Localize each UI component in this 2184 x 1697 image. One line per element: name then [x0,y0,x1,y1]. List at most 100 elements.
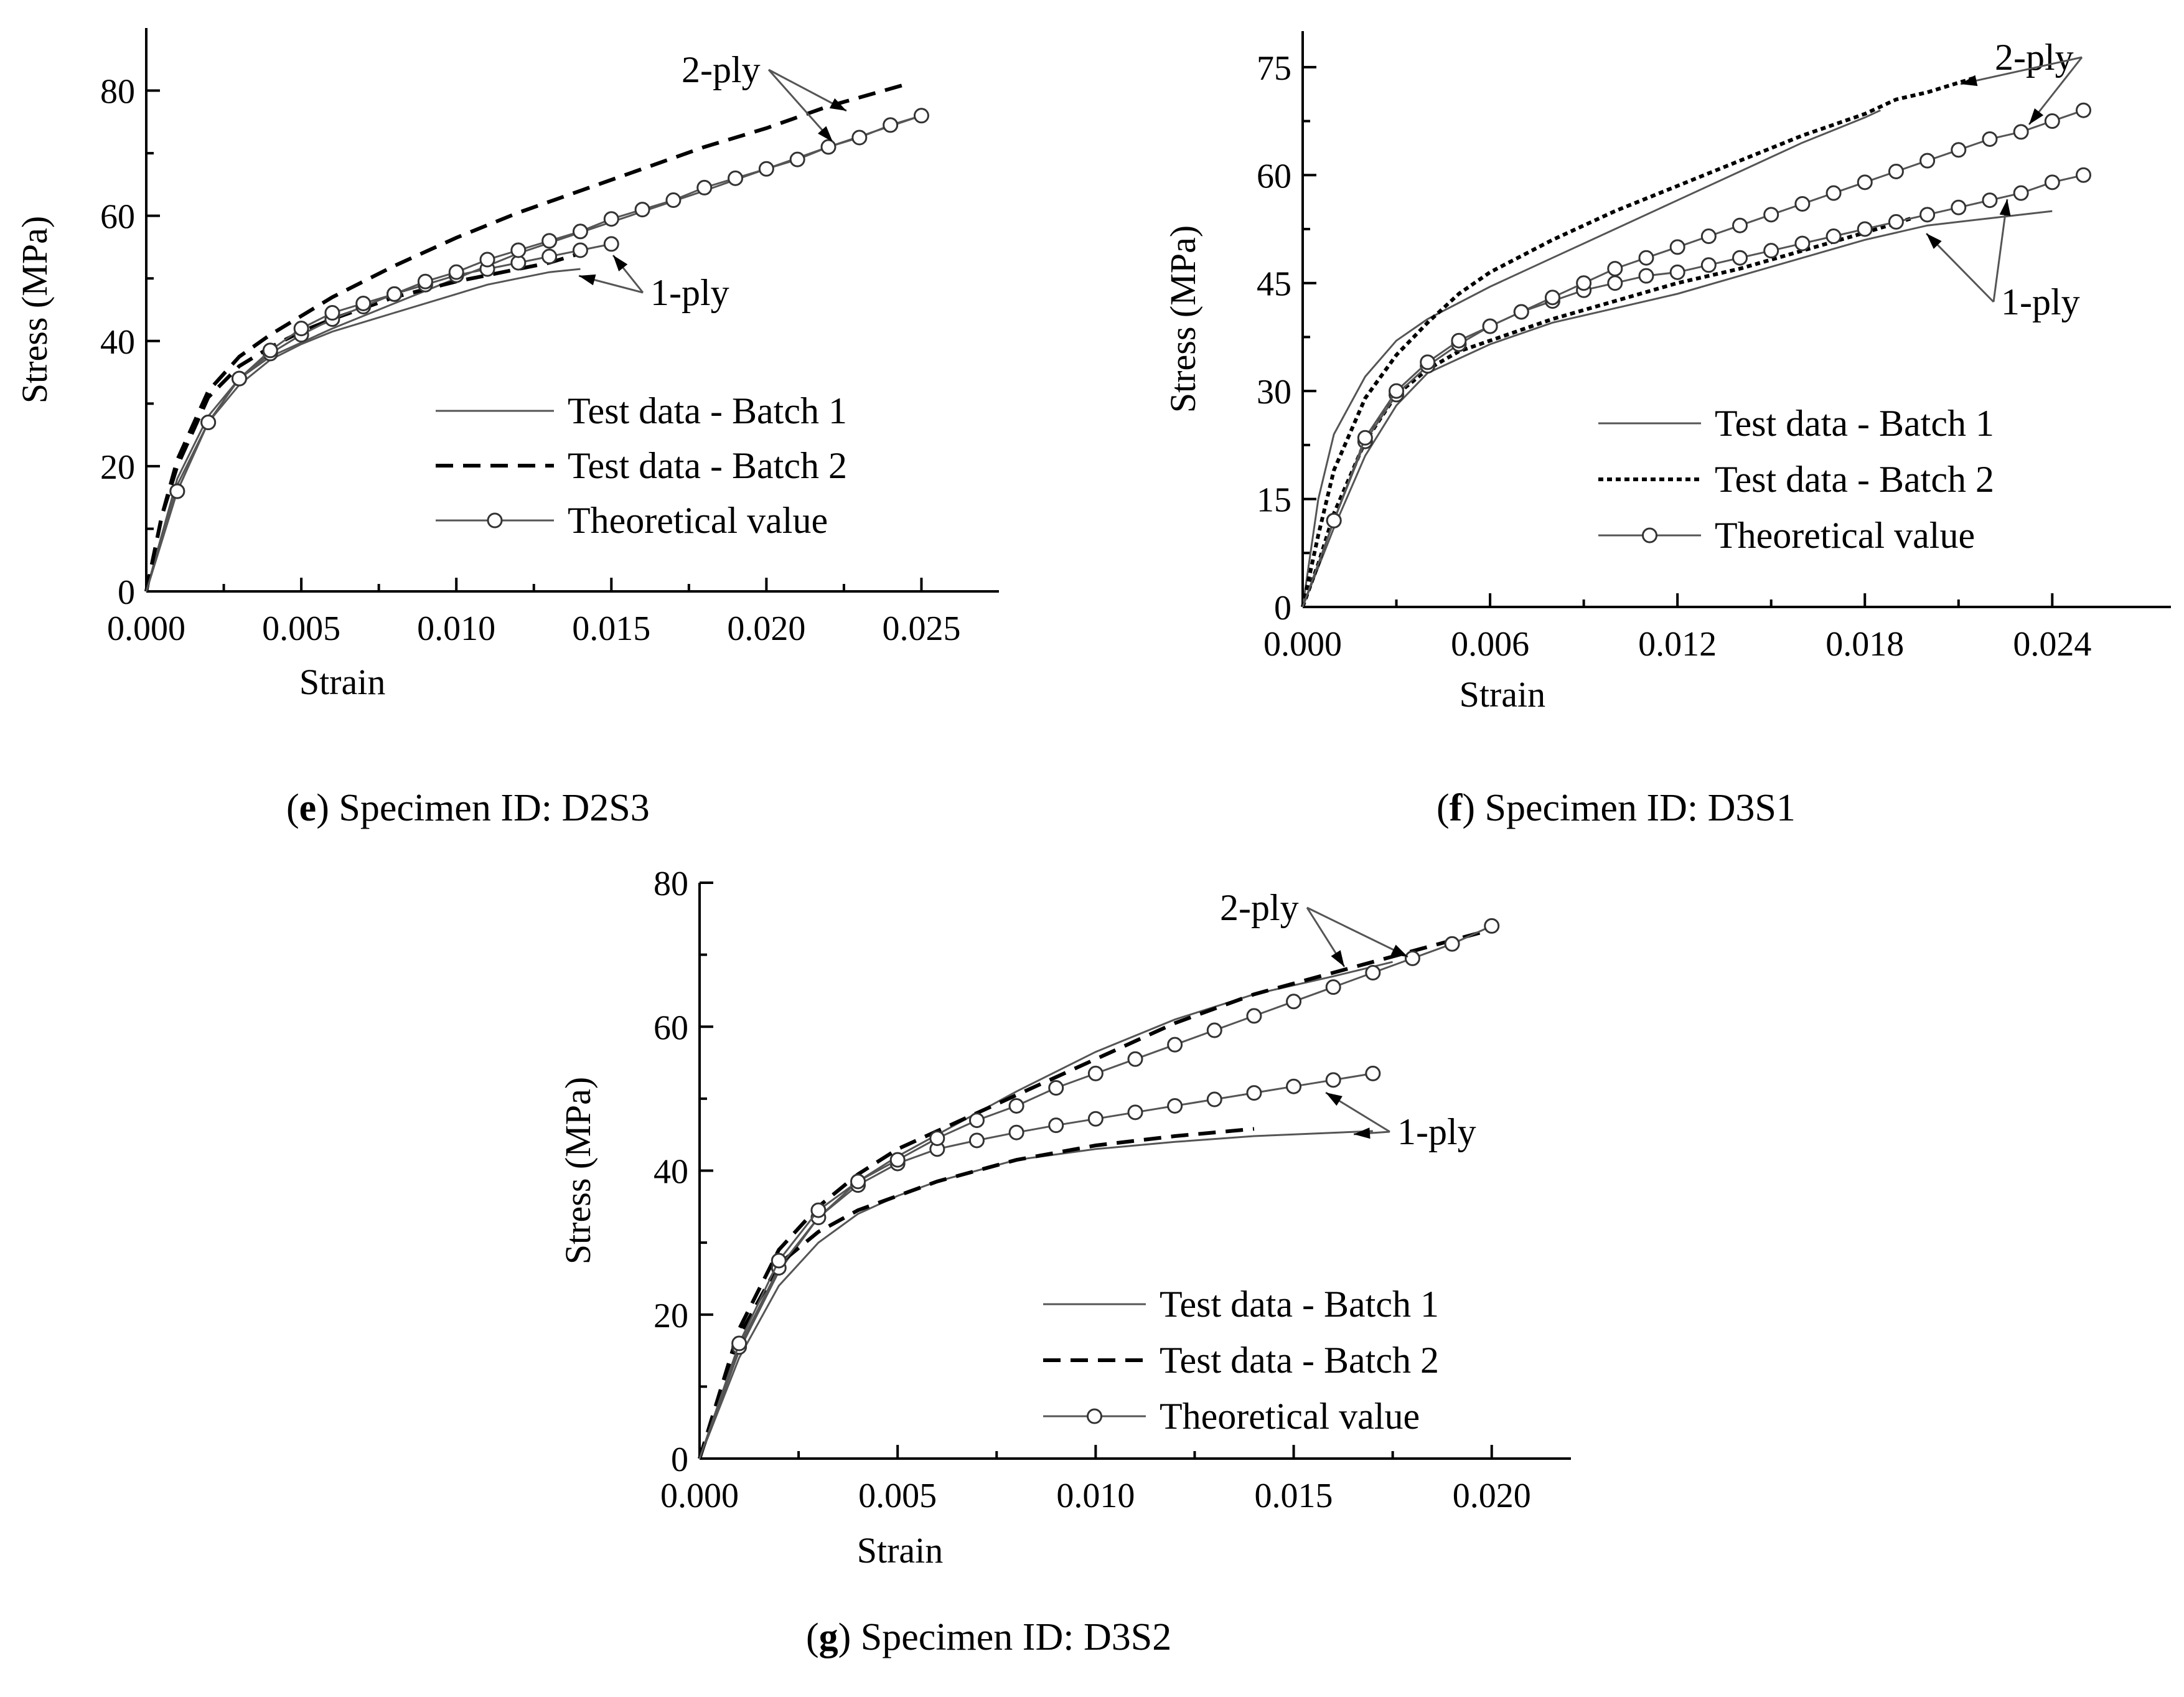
annotation-arrow-head [579,274,596,286]
theory-marker [1482,318,1498,334]
theory-marker [883,117,899,133]
theory-marker [603,211,619,227]
legend-label: Theoretical value [1160,1396,1420,1437]
theory-marker [1206,1022,1222,1038]
theory-marker [1825,228,1842,245]
theory-marker [1444,936,1460,952]
theory-marker [1951,199,1967,215]
theory-marker [1286,994,1302,1010]
theory-marker [1325,979,1341,995]
theory-marker [231,370,247,387]
y-tick-label: 20 [654,1297,688,1335]
annotation-label: 2-ply [682,49,761,90]
theory-marker [2013,185,2029,201]
x-tick-label: 0.005 [262,609,340,648]
theory-marker [771,1253,787,1269]
theory-marker [1048,1080,1064,1096]
theory-marker [968,1112,985,1129]
theory-marker [1732,250,1748,266]
y-tick-label: 20 [100,448,135,487]
y-tick-label: 15 [1257,481,1291,520]
chart-g: 0.000 0.005 0.010 0.015 0.020 0 20 40 60 80 Strain… [558,865,1571,1571]
theory-marker [1246,1008,1262,1024]
y-tick-label: 0 [1274,589,1291,628]
annotation-label: 1-ply [2001,281,2080,322]
theory-marker [1576,275,1592,291]
x-tick-label: 0.010 [1056,1477,1135,1515]
theory-marker [1246,1085,1262,1101]
series-line-dash [144,82,907,592]
theory-marker [1825,185,1842,201]
theory-marker [1357,430,1373,446]
theory-marker [355,295,372,311]
theory-marker [1404,950,1420,966]
theory-marker [541,233,558,249]
theory-marker [1857,174,1873,190]
y-tick-label: 40 [100,323,135,362]
x-tick-label: 0.000 [1263,625,1342,664]
x-tick-label: 0.000 [107,609,185,648]
theory-marker [1607,261,1623,277]
legend-label: Theoretical value [1715,515,1975,556]
legend-marker [487,512,503,529]
theory-marker [1888,214,1904,230]
x-tick-label: 0.020 [1453,1477,1531,1515]
annotation-label: 2-ply [1995,37,2074,78]
y-tick-label: 60 [1257,157,1291,195]
y-tick-label: 75 [1257,49,1291,88]
theory-marker [169,483,185,499]
annotation-arrow-line [1960,56,2083,85]
y-tick-label: 0 [671,1441,688,1479]
theory-marker [1638,250,1654,266]
y-axis-title: Stress (MPa) [1163,225,1203,413]
legend-label: Theoretical value [568,500,828,541]
annotation-label: 1-ply [1397,1111,1476,1152]
theory-marker [1365,1065,1381,1081]
theory-marker [1325,1072,1341,1088]
y-tick-label: 80 [100,73,135,111]
annotation-arrow-head [613,255,628,271]
legend-label: Test data - Batch 2 [1160,1340,1439,1381]
theory-marker [696,179,713,195]
theory-marker [387,286,403,302]
legend-label: Test data - Batch 1 [1160,1284,1439,1325]
theory-marker [850,1173,866,1190]
theory-marker [1544,289,1560,306]
theory-marker [1008,1098,1024,1114]
theory-marker [1888,163,1904,179]
theory-marker [1513,304,1529,320]
legend-label: Test data - Batch 2 [1715,459,1994,500]
theory-marker [1763,243,1779,259]
theory-marker [789,151,805,167]
caption-g: (g) Specimen ID: D3S2 [806,1616,1171,1658]
y-axis-title: Stress (MPa) [14,216,55,403]
x-axis-title: Strain [857,1530,944,1571]
theory-marker [1794,235,1811,251]
theory-marker [1127,1051,1143,1067]
theory-marker [665,192,682,209]
x-tick-label: 0.000 [660,1477,739,1515]
legend-label: Test data - Batch 2 [568,445,847,486]
legend-label: Test data - Batch 1 [1715,403,1994,444]
theory-marker [929,1130,945,1146]
theory-marker [1794,196,1811,212]
theory-marker [758,161,774,177]
annotation-label: 1-ply [650,272,729,313]
theory-marker [1048,1117,1064,1134]
theory-marker [731,1335,748,1351]
y-tick-label: 30 [1257,373,1291,411]
theory-marker [2075,167,2091,183]
legend-marker [1642,527,1657,543]
caption-f: (f) Specimen ID: D3S1 [1436,787,1796,829]
theory-marker [1087,1111,1104,1127]
theory-marker [1389,383,1405,399]
theory-marker [262,342,278,359]
theory-marker [479,251,495,268]
theory-marker [851,129,868,146]
annotation-arrow-head [1999,199,2011,216]
theory-marker [810,1202,827,1218]
theory-marker [1286,1078,1302,1094]
theory-marker [913,108,929,124]
caption-e: (e) Specimen ID: D2S3 [286,787,650,829]
series-line-theory [145,243,612,592]
